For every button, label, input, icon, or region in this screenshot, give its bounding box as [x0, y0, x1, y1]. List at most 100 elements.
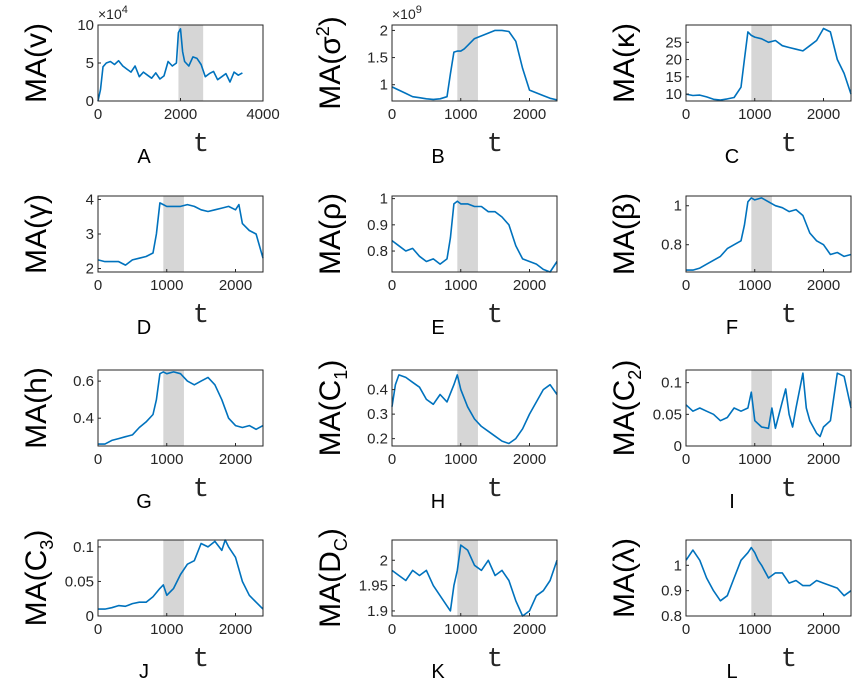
x-tick-label: 2000 — [219, 621, 252, 638]
y-tick-label: 0.9 — [367, 217, 388, 234]
x-tick-label: 1000 — [444, 621, 477, 638]
y-tick-label: 1 — [380, 191, 388, 208]
shaded-region — [751, 196, 772, 272]
series-line — [97, 28, 243, 102]
series-line — [391, 200, 558, 273]
x-tick-label: 2000 — [807, 621, 840, 638]
panel-E: 0 1000 2000 0.8 0.9 1 MA(ρ) t E — [314, 191, 558, 339]
y-tick-label: 0.05 — [653, 406, 682, 423]
x-tick-label: 0 — [388, 277, 396, 294]
x-axis-label: t — [487, 130, 503, 160]
y-axis-label: MA(σ2) — [313, 16, 347, 110]
x-tick-label: 1000 — [444, 451, 477, 468]
y-tick-label: 1.9 — [367, 603, 388, 620]
panel-H: 0 1000 2000 0.2 0.3 0.4 MA(C1) t H — [314, 360, 558, 513]
y-tick-label: 0 — [86, 93, 94, 110]
axes-box — [391, 539, 558, 617]
y-tick-label: 0 — [86, 608, 94, 625]
x-tick-label: 1000 — [150, 451, 183, 468]
axes-box — [685, 539, 852, 617]
x-tick-label: 0 — [388, 451, 396, 468]
x-tick-label: 1000 — [444, 106, 477, 123]
panel-G: 0 1000 2000 0.4 0.6 MA(h) t G — [20, 367, 264, 513]
x-tick-label: 2000 — [807, 277, 840, 294]
y-tick-label: 0.1 — [73, 539, 94, 556]
y-multiplier: ×109 — [392, 4, 422, 22]
panel-label: F — [726, 317, 738, 339]
panel-label: L — [726, 661, 737, 683]
x-tick-label: 2000 — [164, 106, 197, 123]
x-tick-label: 0 — [682, 277, 690, 294]
y-multiplier: ×104 — [98, 4, 128, 22]
x-tick-label: 1000 — [444, 277, 477, 294]
axes-box — [97, 539, 264, 617]
x-tick-label: 1000 — [738, 106, 771, 123]
x-axis-label: t — [193, 645, 209, 675]
panel-label: G — [136, 491, 152, 513]
x-tick-label: 1000 — [150, 277, 183, 294]
y-tick-label: 0.4 — [367, 382, 388, 399]
y-tick-label: 0.6 — [73, 373, 94, 390]
x-tick-label: 0 — [682, 106, 690, 123]
panel-L: 0 1000 2000 0.8 0.9 1 MA(λ) t L — [608, 538, 852, 683]
y-tick-label: 10 — [665, 86, 682, 103]
panel-label: A — [137, 146, 151, 168]
x-axis-label: t — [193, 130, 209, 160]
series-line — [685, 546, 852, 602]
y-tick-label: 1 — [674, 557, 682, 574]
series-line — [685, 27, 852, 101]
series-line — [686, 197, 852, 271]
y-tick-label: 4 — [86, 191, 94, 208]
y-axis-label: MA(C1) — [314, 360, 351, 457]
y-tick-label: 2 — [380, 22, 388, 39]
x-axis-label: t — [781, 301, 797, 331]
axes-box — [391, 369, 558, 447]
x-axis-label: t — [781, 130, 797, 160]
x-tick-label: 0 — [94, 451, 102, 468]
x-tick-label: 2000 — [807, 451, 840, 468]
shaded-region — [457, 25, 478, 101]
shaded-region — [751, 25, 772, 101]
y-axis-label: MA(C3) — [20, 530, 57, 627]
x-axis-label: t — [193, 475, 209, 505]
x-axis-label: t — [487, 645, 503, 675]
x-axis-label: t — [781, 645, 797, 675]
x-tick-label: 0 — [94, 106, 102, 123]
axes-box — [391, 24, 558, 102]
axes-box — [97, 369, 264, 447]
y-axis-label: MA(DC) — [314, 528, 351, 628]
x-tick-label: 1000 — [738, 277, 771, 294]
series-line — [391, 544, 558, 617]
axes-box — [685, 195, 852, 273]
y-tick-label: 0.8 — [661, 237, 682, 254]
shaded-region — [163, 540, 184, 616]
y-tick-label: 1.95 — [359, 578, 388, 595]
x-axis-label: t — [487, 475, 503, 505]
x-axis-label: t — [781, 475, 797, 505]
shaded-region — [163, 196, 184, 272]
series-line — [98, 539, 264, 610]
x-tick-label: 0 — [94, 277, 102, 294]
y-tick-label: 2 — [380, 552, 388, 569]
y-tick-label: 0.1 — [661, 375, 682, 392]
panel-I: 0 1000 2000 0 0.05 0.1 MA(C2) t I — [608, 360, 852, 513]
series-line — [391, 374, 558, 445]
y-axis-label: MA(λ) — [608, 538, 641, 618]
y-tick-label: 25 — [665, 34, 682, 51]
panel-label: J — [139, 661, 149, 683]
y-axis-label: MA(v) — [20, 23, 53, 103]
shaded-region — [751, 540, 772, 616]
y-tick-label: 1 — [674, 198, 682, 215]
x-tick-label: 4000 — [246, 106, 279, 123]
panel-label: I — [729, 491, 735, 513]
x-tick-label: 0 — [388, 106, 396, 123]
x-tick-label: 2000 — [219, 451, 252, 468]
series-line — [391, 29, 558, 101]
y-tick-label: 2 — [86, 261, 94, 278]
y-tick-label: 5 — [86, 55, 94, 72]
y-axis-label: MA(C2) — [608, 360, 645, 457]
panel-label: H — [431, 491, 445, 513]
y-tick-label: 0.3 — [367, 406, 388, 423]
axes-box — [685, 24, 852, 102]
